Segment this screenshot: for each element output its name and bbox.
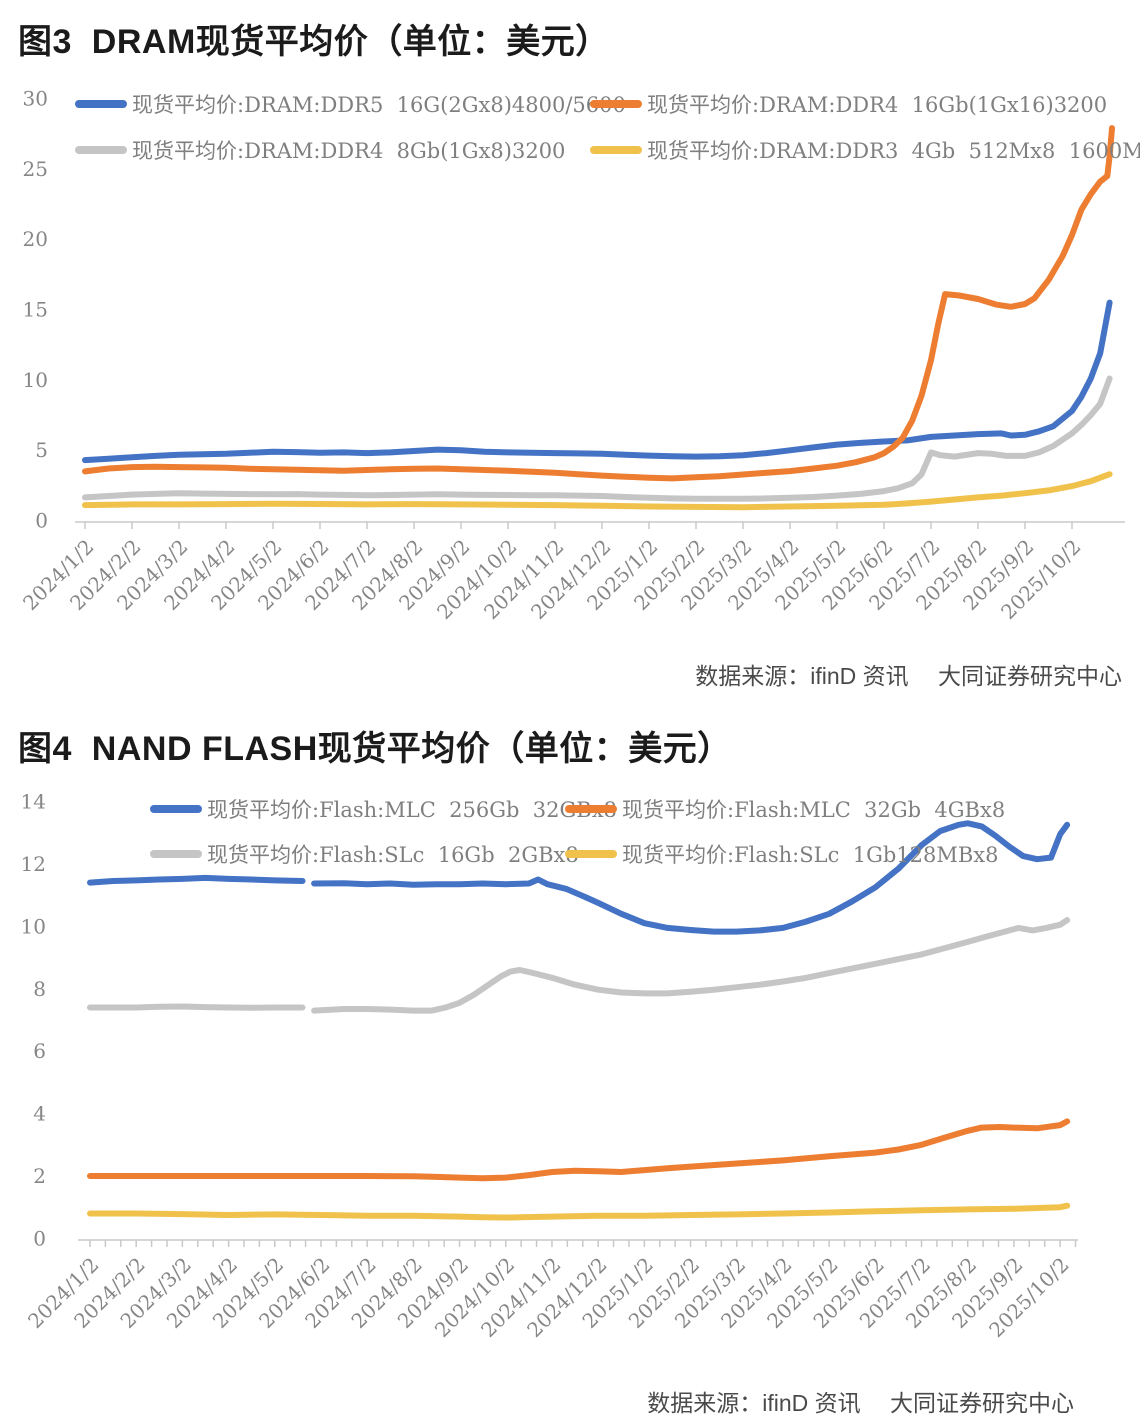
legend-swatch	[75, 146, 127, 154]
y-tick-label: 0	[33, 1227, 46, 1251]
chart-title-nand: 图4 NAND FLASH现货平均价（单位：美元）	[18, 730, 732, 768]
series-line-3	[82, 471, 1113, 511]
legend-label: 现货平均价:DRAM:DDR4 16Gb(1Gx16)3200	[647, 93, 1108, 117]
y-tick-label: 5	[35, 438, 48, 462]
legend-swatch	[565, 850, 617, 858]
legend-label: 现货平均价:DRAM:DDR3 4Gb 512Mx8 1600MHz	[647, 139, 1140, 163]
y-tick-label: 4	[33, 1102, 46, 1126]
series-line-2	[87, 917, 1071, 1014]
series-line-1	[82, 125, 1115, 482]
legend-swatch	[590, 146, 642, 154]
dram-plot-area: 0 5 10 15 20 25 30 2024/1/2 2024/2/2 2024/3/2 2024…	[0, 65, 1140, 657]
y-tick-label: 10	[23, 368, 48, 392]
dram-line-chart: 0510152025302024/1/22024/2/22024/3/22024…	[18, 87, 1125, 624]
legend-swatch	[75, 100, 127, 108]
series-line-0	[87, 820, 1071, 935]
y-tick-label: 20	[23, 227, 48, 251]
legend-swatch	[150, 850, 202, 858]
legend-label: 现货平均价:Flash:MLC 32Gb 4GBx8	[622, 798, 1006, 822]
legend-label: 现货平均价:Flash:SLc 16Gb 2GBx8	[207, 843, 579, 867]
y-tick-label: 12	[21, 852, 46, 876]
legend-swatch	[565, 805, 617, 813]
nand-plot-area: 0 2 4 6 8 10 12 14 2024/1/2 2024/2/2 2024/3/2 2024/…	[0, 778, 1140, 1384]
legend-item: 现货平均价:Flash:MLC 256Gb 32GBx8	[150, 794, 617, 824]
y-tick-label: 6	[33, 1039, 46, 1063]
legend-swatch	[590, 100, 642, 108]
legend-item: 现货平均价:DRAM:DDR4 8Gb(1Gx8)3200	[75, 135, 565, 165]
legend-label: 现货平均价:DRAM:DDR5 16G(2Gx8)4800/5600	[132, 93, 626, 117]
legend-label: 现货平均价:Flash:SLc 1Gb128MBx8	[622, 843, 999, 867]
legend-item: 现货平均价:DRAM:DDR5 16G(2Gx8)4800/5600	[75, 89, 626, 119]
y-tick-label: 0	[35, 509, 48, 533]
series-line-2	[82, 375, 1113, 502]
legend-item: 现货平均价:Flash:SLc 16Gb 2GBx8	[150, 839, 579, 869]
y-tick-label: 8	[33, 977, 46, 1001]
data-source-note: 数据来源：ifinD 资讯 大同证券研究中心	[695, 663, 1122, 689]
y-tick-label: 10	[21, 914, 46, 938]
legend-item: 现货平均价:DRAM:DDR4 16Gb(1Gx16)3200	[590, 89, 1107, 119]
chart-title-dram: 图3 DRAM现货平均价（单位：美元）	[18, 23, 610, 61]
series-line-1	[87, 1118, 1071, 1182]
y-tick-label: 14	[21, 790, 46, 814]
legend-item: 现货平均价:Flash:MLC 32Gb 4GBx8	[565, 794, 1005, 824]
dram-price-chart-section: 图3 DRAM现货平均价（单位：美元） 0 5 10 15 20 25 30 2024/1/2…	[0, 14, 1140, 691]
legend-item: 现货平均价:DRAM:DDR3 4Gb 512Mx8 1600MHz	[590, 135, 1140, 165]
nand-price-chart-section: 图4 NAND FLASH现货平均价（单位：美元） 0 2 4 6 8 10 12 14 202…	[0, 721, 1140, 1418]
legend-swatch	[150, 805, 202, 813]
legend-item: 现货平均价:Flash:SLc 1Gb128MBx8	[565, 839, 999, 869]
series-line-3	[87, 1202, 1071, 1221]
legend-label: 现货平均价:Flash:MLC 256Gb 32GBx8	[207, 798, 617, 822]
y-tick-label: 15	[23, 298, 48, 322]
series-line-0	[82, 299, 1113, 464]
legend-label: 现货平均价:DRAM:DDR4 8Gb(1Gx8)3200	[132, 139, 566, 163]
y-tick-label: 25	[23, 157, 48, 181]
data-source-note: 数据来源：ifinD 资讯 大同证券研究中心	[647, 1390, 1074, 1416]
y-tick-label: 30	[23, 87, 48, 111]
y-tick-label: 2	[33, 1164, 46, 1188]
nand-line-chart: 024681012142024/1/22024/2/22024/3/22024/…	[21, 790, 1078, 1342]
